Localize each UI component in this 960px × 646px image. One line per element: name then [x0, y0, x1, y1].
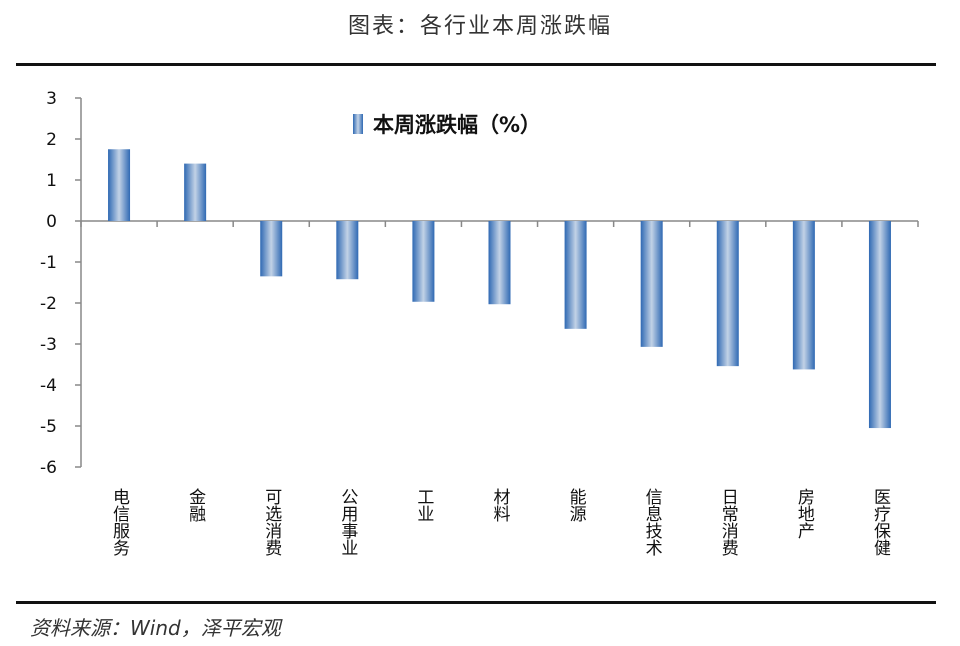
- page-title: 图表：各行业本周涨跌幅: [347, 14, 612, 39]
- y-tick-label: -1: [40, 253, 57, 273]
- bar-1: [184, 163, 207, 221]
- bottom-rule: [16, 601, 936, 604]
- category-label: 日常消费: [718, 488, 739, 556]
- bar-6: [564, 221, 587, 329]
- y-tick-label: 2: [46, 130, 57, 150]
- top-rule: [16, 63, 936, 66]
- chart-legend: 本周涨跌幅（%）: [353, 113, 541, 137]
- y-tick-label: -4: [40, 376, 57, 396]
- category-label: 金融: [185, 488, 206, 523]
- category-label: 公用事业: [337, 488, 358, 556]
- bar-0: [108, 149, 131, 221]
- category-label: 可选消费: [261, 488, 282, 556]
- category-label: 信息技术: [642, 488, 663, 556]
- bar-4: [412, 221, 435, 302]
- category-label: 电信服务: [109, 488, 130, 556]
- y-tick-label: -5: [40, 417, 57, 437]
- category-label: 材料: [490, 488, 511, 522]
- category-label: 能源: [566, 488, 587, 523]
- y-tick-label: 0: [46, 212, 57, 232]
- bar-10: [868, 221, 891, 429]
- y-tick-label: -3: [40, 335, 57, 355]
- bar-8: [716, 221, 739, 367]
- bar-chart: 本周涨跌幅（%） 3 2 1 0 -1 -2 -3 -4 -5 -6 电信服务 金融 可选消费 公用事业…: [40, 89, 919, 556]
- chart-bars: [108, 149, 891, 429]
- category-label: 医疗保健: [870, 488, 891, 556]
- bar-5: [488, 221, 511, 305]
- chart-axes: 3 2 1 0 -1 -2 -3 -4 -5 -6: [40, 89, 919, 478]
- category-label: 房地产: [794, 488, 815, 539]
- source-note: 资料来源：Wind，泽平宏观: [30, 616, 281, 640]
- legend-label: 本周涨跌幅（%）: [373, 113, 541, 137]
- y-tick-label: -6: [40, 458, 57, 478]
- legend-swatch: [353, 114, 363, 134]
- y-tick-label: 1: [46, 171, 57, 191]
- y-tick-label: 3: [46, 89, 57, 109]
- chart-labels: 电信服务 金融 可选消费 公用事业 工业 材料 能源 信息技术 日常消费 房地产 医疗保健: [109, 488, 890, 556]
- bar-9: [792, 221, 815, 370]
- category-label: 工业: [413, 488, 434, 522]
- y-tick-label: -2: [40, 294, 57, 314]
- bar-2: [260, 221, 283, 277]
- bar-7: [640, 221, 663, 347]
- bar-3: [336, 221, 359, 280]
